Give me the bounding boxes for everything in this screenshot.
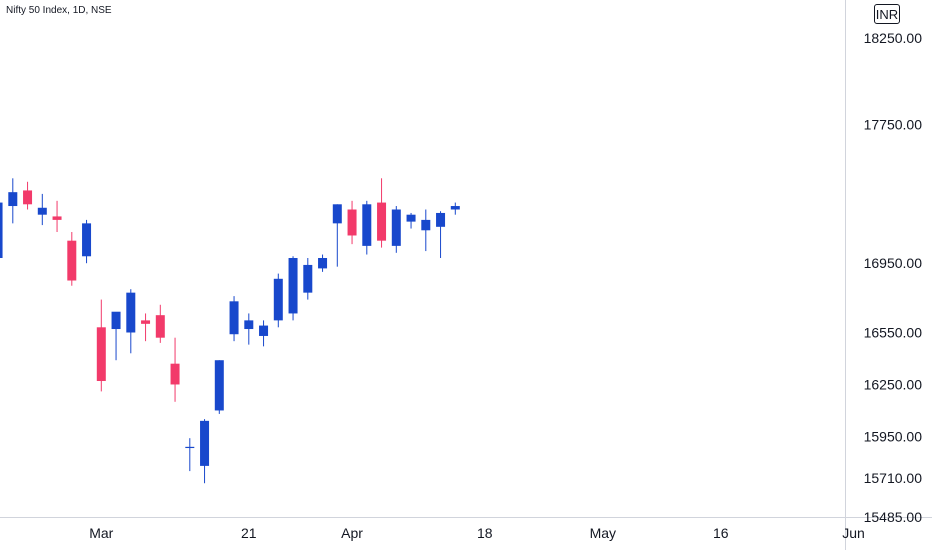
- candle-body: [170, 363, 180, 385]
- candle-body: [421, 219, 431, 231]
- candle-body: [347, 209, 357, 236]
- candles-layer: [0, 178, 460, 484]
- y-tick-label: 16550.00: [864, 324, 923, 340]
- candle[interactable]: [421, 209, 431, 252]
- candle[interactable]: [200, 419, 210, 484]
- candle[interactable]: [170, 337, 180, 402]
- candle[interactable]: [303, 258, 313, 300]
- candle[interactable]: [96, 299, 106, 392]
- candle[interactable]: [347, 200, 357, 245]
- candle[interactable]: [450, 202, 460, 215]
- x-tick-label: 18: [477, 525, 493, 541]
- y-tick-label: 16950.00: [864, 255, 923, 271]
- y-tick-label: 18250.00: [864, 30, 923, 46]
- currency-badge[interactable]: INR: [874, 4, 900, 24]
- candle-body: [229, 301, 239, 335]
- candle-body: [436, 212, 446, 227]
- candle[interactable]: [214, 360, 224, 414]
- candle-body: [273, 278, 283, 321]
- candle[interactable]: [229, 296, 239, 342]
- candle[interactable]: [436, 211, 446, 259]
- x-tick-label: 21: [241, 525, 257, 541]
- candle[interactable]: [185, 438, 195, 472]
- candle-body: [244, 320, 254, 330]
- candle-body: [332, 204, 342, 224]
- candle[interactable]: [126, 289, 136, 354]
- candle[interactable]: [8, 178, 18, 224]
- x-tick-label: 16: [713, 525, 729, 541]
- candle[interactable]: [318, 254, 328, 272]
- candle[interactable]: [37, 193, 47, 226]
- symbol-title: Nifty 50 Index, 1D, NSE: [6, 5, 112, 16]
- candle[interactable]: [67, 232, 77, 286]
- candle-body: [185, 446, 195, 449]
- candle-body: [450, 206, 460, 210]
- candle[interactable]: [259, 320, 269, 347]
- candle[interactable]: [362, 200, 372, 255]
- candle[interactable]: [391, 206, 401, 253]
- candle-body: [141, 320, 151, 324]
- candle[interactable]: [273, 273, 283, 328]
- candle[interactable]: [377, 178, 387, 248]
- candle[interactable]: [111, 311, 121, 361]
- candle-body: [288, 258, 298, 314]
- y-tick-label: 15710.00: [864, 470, 923, 486]
- candle-body: [52, 216, 62, 220]
- candle-body: [0, 202, 3, 259]
- candle-body: [303, 264, 313, 293]
- candle-body: [318, 258, 328, 269]
- candle-body: [111, 311, 121, 330]
- candle-body: [37, 207, 47, 215]
- candle[interactable]: [288, 256, 298, 321]
- x-tick-label: Mar: [89, 525, 113, 541]
- axes-layer: 18250.00 17750.00 16950.00 16550.00 16250.00…: [89, 30, 922, 541]
- candle[interactable]: [23, 181, 33, 210]
- y-tick-label: 15485.00: [864, 509, 923, 525]
- candle[interactable]: [0, 194, 3, 275]
- candle-body: [82, 223, 92, 257]
- candle-body: [259, 325, 269, 336]
- candle-body: [391, 209, 401, 246]
- candle[interactable]: [332, 204, 342, 267]
- candle-body: [200, 420, 210, 466]
- candle[interactable]: [141, 313, 151, 342]
- candle-body: [126, 292, 136, 333]
- y-tick-label: 16250.00: [864, 376, 923, 392]
- candle[interactable]: [155, 304, 165, 343]
- x-tick-label: Jun: [842, 525, 865, 541]
- candle-body: [155, 315, 165, 338]
- candle-body: [377, 202, 387, 241]
- candle-body: [362, 204, 372, 246]
- candle-body: [8, 192, 18, 207]
- x-tick-label: May: [590, 525, 616, 541]
- candle[interactable]: [52, 200, 62, 233]
- y-tick-label: 15950.00: [864, 428, 923, 444]
- candle-body: [406, 214, 416, 222]
- candle[interactable]: [244, 313, 254, 345]
- candle-body: [23, 190, 33, 205]
- x-tick-label: Apr: [341, 525, 363, 541]
- y-tick-label: 17750.00: [864, 117, 923, 133]
- candle-body: [214, 360, 224, 411]
- candle-body: [67, 240, 77, 281]
- candle-body: [96, 327, 106, 382]
- candle[interactable]: [82, 219, 92, 264]
- candle[interactable]: [406, 212, 416, 229]
